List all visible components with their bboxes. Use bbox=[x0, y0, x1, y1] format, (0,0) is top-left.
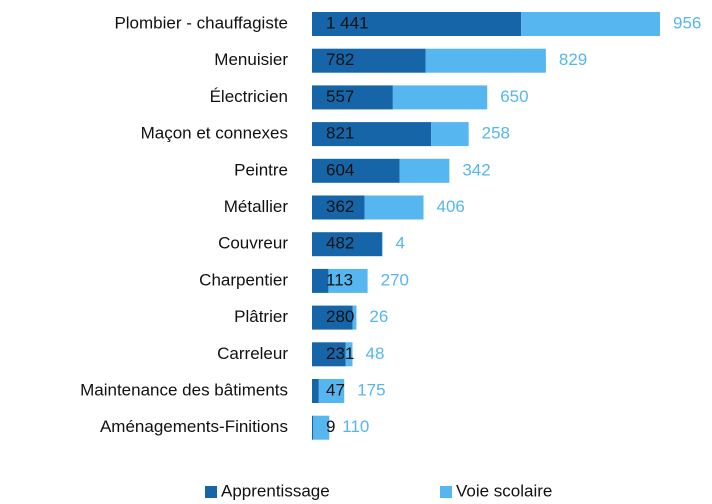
bar-segment bbox=[345, 342, 353, 367]
bar-segment bbox=[312, 85, 393, 110]
bar-segment bbox=[313, 415, 330, 440]
value-label: 175 bbox=[357, 380, 385, 399]
value-label: 406 bbox=[436, 197, 464, 216]
bar-segment bbox=[318, 379, 345, 403]
bar-segment bbox=[312, 122, 432, 147]
bar-segment bbox=[425, 48, 546, 73]
category-label: Carreleur bbox=[217, 344, 288, 363]
value-label: 110 bbox=[342, 417, 369, 436]
category-label: Maçon et connexes bbox=[141, 124, 288, 143]
bar-segment bbox=[352, 305, 357, 330]
value-label: 270 bbox=[381, 270, 409, 289]
category-label: Métallier bbox=[224, 197, 289, 216]
value-label: 956 bbox=[673, 13, 701, 32]
value-label: 650 bbox=[500, 87, 528, 106]
legend-label: Voie scolaire bbox=[456, 481, 552, 500]
value-label: 48 bbox=[366, 344, 385, 363]
value-label: 113 bbox=[326, 270, 353, 289]
bar-segment bbox=[328, 268, 368, 293]
bar-segment bbox=[312, 268, 329, 293]
bar-segment bbox=[312, 232, 382, 257]
category-label: Menuisier bbox=[214, 50, 288, 69]
category-label: Charpentier bbox=[199, 270, 288, 289]
legend-swatch bbox=[205, 486, 217, 498]
legend-swatch bbox=[440, 486, 452, 498]
value-label: 821 bbox=[326, 124, 354, 143]
bar-segment bbox=[312, 12, 522, 36]
bar-segment bbox=[364, 195, 424, 220]
value-label: 258 bbox=[482, 124, 510, 143]
bar-segment bbox=[521, 12, 660, 36]
category-label: Maintenance des bâtiments bbox=[80, 380, 288, 399]
bar-segment bbox=[312, 48, 426, 73]
value-label: 280 bbox=[326, 307, 354, 326]
bar-segment bbox=[312, 158, 400, 183]
value-label: 557 bbox=[326, 87, 354, 106]
bar-segment bbox=[381, 232, 383, 257]
bar-segment bbox=[392, 85, 488, 110]
bar-segment bbox=[312, 342, 346, 367]
category-label: Couvreur bbox=[218, 234, 288, 253]
value-label: 231 bbox=[326, 344, 354, 363]
value-label: 604 bbox=[326, 160, 354, 179]
value-label: 26 bbox=[369, 307, 388, 326]
bar-segment bbox=[312, 379, 319, 403]
legend-label: Apprentissage bbox=[221, 481, 330, 500]
value-label: 9 bbox=[326, 417, 335, 436]
category-label: Plâtrier bbox=[234, 307, 288, 326]
bar-segment bbox=[431, 122, 469, 147]
category-label: Plombier - chauffagiste bbox=[114, 13, 288, 32]
category-label: Peintre bbox=[234, 160, 288, 179]
value-label: 342 bbox=[462, 160, 490, 179]
value-label: 1 441 bbox=[326, 13, 369, 32]
value-label: 482 bbox=[326, 234, 354, 253]
bar-segment bbox=[312, 415, 314, 440]
category-label: Électricien bbox=[210, 87, 288, 106]
value-label: 4 bbox=[396, 234, 405, 253]
bar-segment bbox=[399, 158, 450, 183]
category-label: Aménagements-Finitions bbox=[100, 417, 288, 436]
value-label: 829 bbox=[559, 50, 587, 69]
bar-segment bbox=[312, 305, 353, 330]
value-label: 782 bbox=[326, 50, 354, 69]
bar-segment bbox=[312, 195, 365, 220]
value-label: 47 bbox=[326, 380, 345, 399]
value-label: 362 bbox=[326, 197, 354, 216]
